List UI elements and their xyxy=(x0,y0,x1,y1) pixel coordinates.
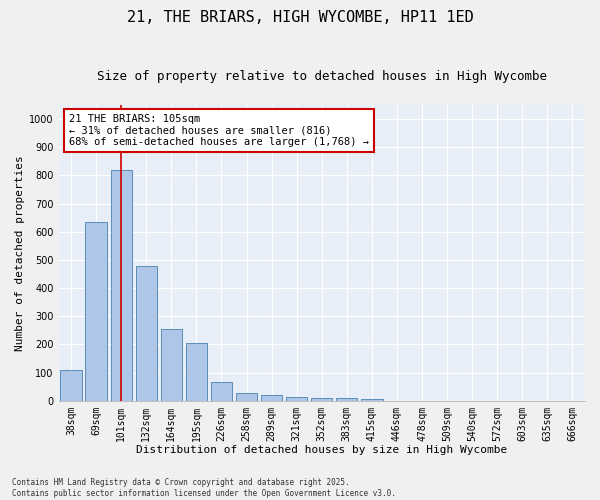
Text: 21, THE BRIARS, HIGH WYCOMBE, HP11 1ED: 21, THE BRIARS, HIGH WYCOMBE, HP11 1ED xyxy=(127,10,473,25)
Bar xyxy=(261,395,282,400)
Bar xyxy=(161,329,182,400)
Y-axis label: Number of detached properties: Number of detached properties xyxy=(15,155,25,350)
Title: Size of property relative to detached houses in High Wycombe: Size of property relative to detached ho… xyxy=(97,70,547,83)
Bar xyxy=(85,222,107,400)
Bar xyxy=(311,398,332,400)
Bar xyxy=(61,370,82,400)
Bar xyxy=(110,170,132,400)
Bar xyxy=(136,266,157,400)
Text: 21 THE BRIARS: 105sqm
← 31% of detached houses are smaller (816)
68% of semi-det: 21 THE BRIARS: 105sqm ← 31% of detached … xyxy=(69,114,369,147)
Bar xyxy=(211,382,232,400)
X-axis label: Distribution of detached houses by size in High Wycombe: Distribution of detached houses by size … xyxy=(136,445,508,455)
Bar xyxy=(186,343,207,400)
Bar xyxy=(336,398,358,400)
Bar xyxy=(361,399,383,400)
Bar xyxy=(236,393,257,400)
Text: Contains HM Land Registry data © Crown copyright and database right 2025.
Contai: Contains HM Land Registry data © Crown c… xyxy=(12,478,396,498)
Bar xyxy=(286,397,307,400)
